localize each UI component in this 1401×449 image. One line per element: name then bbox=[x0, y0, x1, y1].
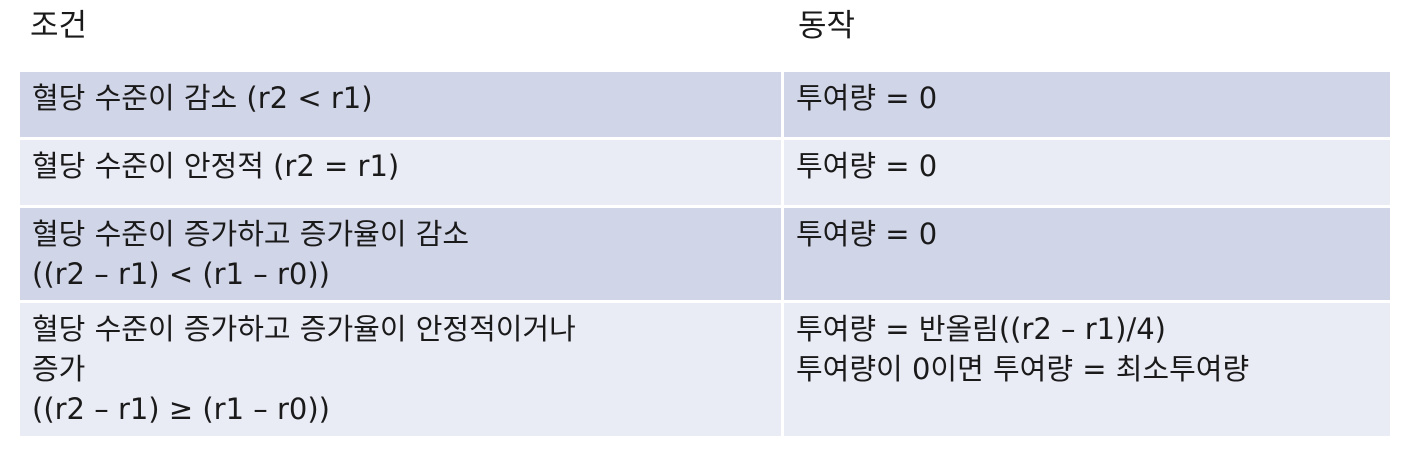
condition-cell: 혈당 수준이 감소 (r2 < r1) bbox=[20, 72, 784, 137]
condition-text: 혈당 수준이 감소 (r2 < r1) bbox=[32, 81, 373, 115]
table-row: 혈당 수준이 증가하고 증가율이 안정적이거나 증가 ((r2 – r1) ≥ … bbox=[20, 303, 1390, 439]
condition-formula: ((r2 – r1) < (r1 – r0)) bbox=[32, 257, 330, 291]
action-cell: 투여량 = 0 bbox=[784, 208, 1390, 300]
action-cell: 투여량 = 0 bbox=[784, 140, 1390, 205]
table-header: 조건 동작 bbox=[0, 0, 1401, 72]
action-text: 투여량 = 반올림((r2 – r1)/4) bbox=[796, 312, 1166, 346]
condition-formula: ((r2 – r1) ≥ (r1 – r0)) bbox=[32, 392, 330, 426]
action-cell: 투여량 = 반올림((r2 – r1)/4) 투여량이 0이면 투여량 = 최소… bbox=[784, 303, 1390, 436]
header-action: 동작 bbox=[798, 8, 856, 44]
action-text-cont: 투여량이 0이면 투여량 = 최소투여량 bbox=[796, 352, 1250, 386]
condition-cell: 혈당 수준이 증가하고 증가율이 안정적이거나 증가 ((r2 – r1) ≥ … bbox=[20, 303, 784, 436]
action-text: 투여량 = 0 bbox=[796, 81, 938, 115]
table-row: 혈당 수준이 안정적 (r2 = r1) 투여량 = 0 bbox=[20, 140, 1390, 208]
condition-cell: 혈당 수준이 안정적 (r2 = r1) bbox=[20, 140, 784, 205]
condition-text: 혈당 수준이 증가하고 증가율이 감소 bbox=[32, 217, 470, 251]
action-text: 투여량 = 0 bbox=[796, 149, 938, 183]
table-row: 혈당 수준이 증가하고 증가율이 감소 ((r2 – r1) < (r1 – r… bbox=[20, 208, 1390, 303]
table-row: 혈당 수준이 감소 (r2 < r1) 투여량 = 0 bbox=[20, 72, 1390, 140]
condition-text: 혈당 수준이 안정적 (r2 = r1) bbox=[32, 149, 400, 183]
condition-text-cont: 증가 bbox=[32, 352, 86, 386]
action-cell: 투여량 = 0 bbox=[784, 72, 1390, 137]
action-text: 투여량 = 0 bbox=[796, 217, 938, 251]
rules-table: 혈당 수준이 감소 (r2 < r1) 투여량 = 0 혈당 수준이 안정적 (… bbox=[20, 72, 1390, 439]
condition-cell: 혈당 수준이 증가하고 증가율이 감소 ((r2 – r1) < (r1 – r… bbox=[20, 208, 784, 300]
header-condition: 조건 bbox=[30, 8, 88, 44]
condition-text: 혈당 수준이 증가하고 증가율이 안정적이거나 bbox=[32, 312, 576, 346]
